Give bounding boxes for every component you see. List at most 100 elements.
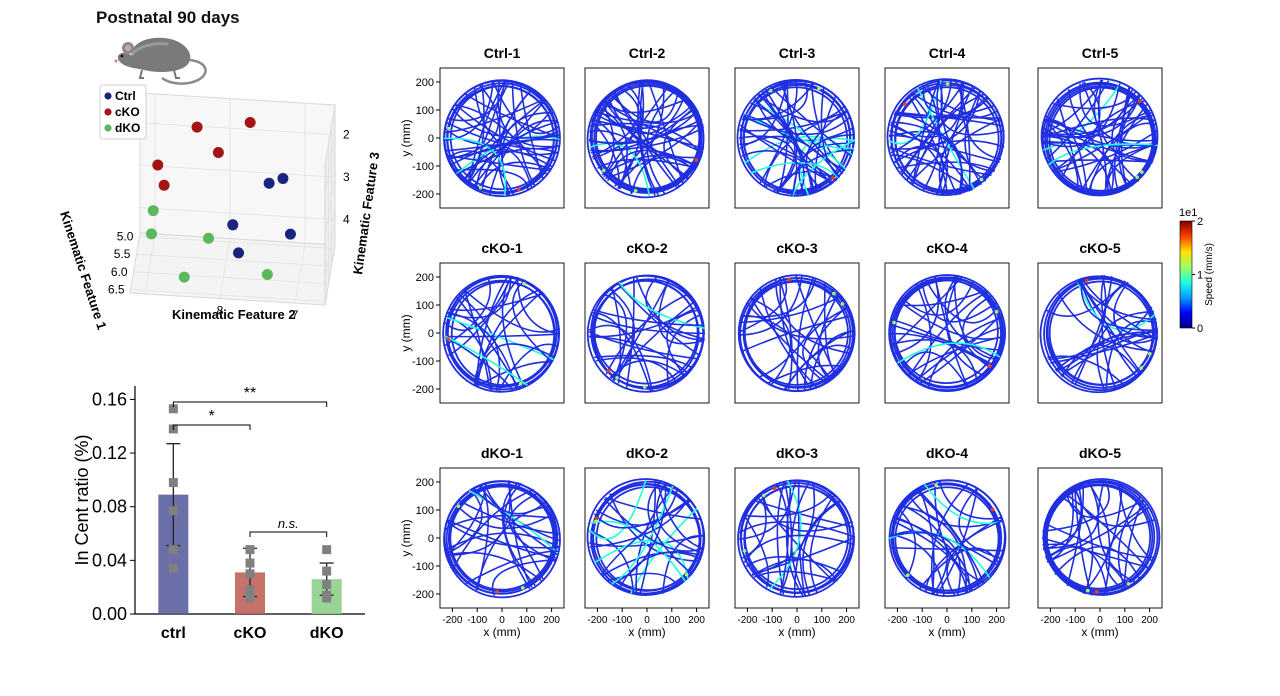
trajectory-segment xyxy=(741,314,853,353)
trajectory-segment xyxy=(591,314,706,335)
trajectory-segment xyxy=(918,486,935,595)
trajectory-segment xyxy=(588,118,703,145)
trajectory-segment xyxy=(790,480,811,596)
significance-label: ** xyxy=(244,385,256,402)
trajectory-segment xyxy=(769,85,853,158)
data-point xyxy=(168,545,178,555)
speed-hotspot xyxy=(768,89,773,93)
trajectory-ring xyxy=(893,279,999,385)
panel-frame xyxy=(439,262,565,404)
x-tick-label: 100 xyxy=(963,615,980,626)
trajectory-segment xyxy=(895,110,964,195)
x-axis-label: x (mm) xyxy=(483,625,520,639)
speed-hotspot xyxy=(987,364,992,368)
trajectory-segment xyxy=(922,83,941,192)
y-tick-label: 0.08 xyxy=(92,497,127,517)
trajectory-segment xyxy=(768,480,802,590)
trajectory-segment xyxy=(739,80,788,146)
trajectory-segment xyxy=(752,558,838,581)
trajectory-segment xyxy=(463,288,561,333)
scatter-point-ctrl xyxy=(277,173,289,185)
x-tick-label: -200 xyxy=(587,615,607,626)
trajectory-segment xyxy=(814,94,837,193)
panel-title: Ctrl-1 xyxy=(484,45,521,61)
trajectory-segment xyxy=(896,289,987,307)
trajectory-segment xyxy=(452,488,535,570)
trajectory-paths xyxy=(442,274,561,393)
trajectory-segment xyxy=(445,488,483,555)
trajectory-segment xyxy=(589,129,690,179)
trajectory-segment xyxy=(802,499,842,595)
x-tick-label: 0 xyxy=(499,615,505,626)
trajectory-segment xyxy=(894,111,1004,127)
trajectory-segment xyxy=(607,572,680,588)
trajectory-segment xyxy=(765,170,837,188)
y-axis-label: y (mm) xyxy=(400,119,413,156)
trajectory-segment xyxy=(458,293,501,391)
colorbar-tick-label: 0 xyxy=(1197,323,1203,335)
trajectory-segment xyxy=(661,535,706,594)
trajectory-segment xyxy=(1070,332,1158,384)
trajectory-segment xyxy=(915,283,932,383)
y-tick-label: -200 xyxy=(412,189,434,201)
speed-hotspot xyxy=(1137,99,1142,104)
x-tick-label: 100 xyxy=(1116,615,1133,626)
trajectory-segment xyxy=(802,306,850,384)
speed-hotspot xyxy=(934,483,938,487)
y-tick-label: -200 xyxy=(412,384,434,396)
trajectory-segment xyxy=(1111,94,1141,182)
trajectory-segment xyxy=(445,520,560,549)
trajectory-segment xyxy=(611,485,674,585)
trajectory-segment xyxy=(742,492,767,559)
trajectory-panel: cKO-3 xyxy=(734,240,860,404)
panel-title: dKO-5 xyxy=(1079,445,1121,461)
trajectory-panel: cKO-5 xyxy=(1037,240,1163,404)
trajectory-segment xyxy=(775,483,789,594)
x-tick-label: -100 xyxy=(1065,615,1085,626)
trajectory-segment xyxy=(962,295,993,370)
trajectory-segment xyxy=(605,292,690,375)
trajectory-segment xyxy=(1081,82,1107,196)
trajectory-segment xyxy=(1041,83,1121,148)
trajectory-segment xyxy=(1045,80,1110,161)
trajectory-segment xyxy=(443,137,507,197)
panel-title: Ctrl-3 xyxy=(779,45,816,61)
trajectory-segment xyxy=(590,126,705,154)
trajectory-paths xyxy=(886,78,1005,197)
speed-hotspot xyxy=(990,507,995,512)
speed-hotspot xyxy=(522,281,526,286)
y-tick-label: 0.12 xyxy=(92,443,127,463)
trajectory-segment xyxy=(759,287,818,388)
trajectory-segment xyxy=(916,87,975,190)
x-tick-label: 0 xyxy=(944,615,950,626)
trajectory-segment xyxy=(476,343,555,386)
speed-hotspot xyxy=(1139,366,1143,370)
trajectory-segment xyxy=(471,99,547,189)
trajectory-segment xyxy=(1042,141,1115,196)
trajectory-segment xyxy=(611,483,667,586)
trajectory-ring xyxy=(894,486,1000,592)
x-axis-label: x (mm) xyxy=(628,625,665,639)
trajectory-ring xyxy=(1043,481,1156,593)
trajectory-segment xyxy=(756,495,836,583)
trajectory-segment xyxy=(590,122,703,157)
speed-hotspot xyxy=(1085,588,1090,593)
trajectory-segment xyxy=(1086,480,1111,597)
scatter-point-cko xyxy=(152,159,164,171)
trajectory-paths xyxy=(443,79,561,198)
trajectory-segment xyxy=(958,487,1002,560)
trajectory-segment xyxy=(602,99,699,165)
trajectory-ring xyxy=(1042,478,1161,596)
trajectory-segment xyxy=(519,82,544,180)
trajectory-segment xyxy=(1074,276,1113,386)
trajectory-segment xyxy=(889,146,992,176)
trajectory-segment xyxy=(593,309,705,327)
trajectory-panel: cKO-2 xyxy=(584,240,710,404)
axis-tick-f1: 6.5 xyxy=(108,282,125,296)
trajectory-segment xyxy=(777,80,789,194)
trajectory-segment xyxy=(1080,277,1158,331)
x-tick-label: dKO xyxy=(310,625,344,642)
trajectory-paths xyxy=(888,274,1007,392)
speed-hotspot xyxy=(684,572,689,577)
